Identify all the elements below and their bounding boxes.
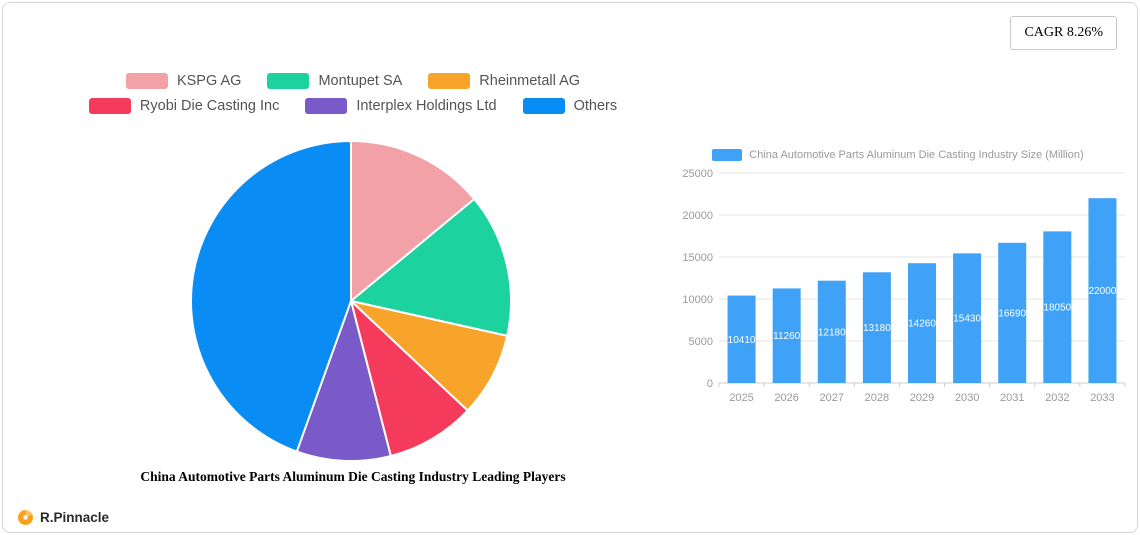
legend-label: Ryobi Die Casting Inc <box>139 98 280 114</box>
bar-2031[interactable] <box>998 242 1027 383</box>
bar-2033[interactable] <box>1088 198 1117 383</box>
legend-swatch <box>88 98 131 114</box>
y-tick-label: 5000 <box>689 336 713 348</box>
brand-name: R.Pinnacle <box>40 510 110 525</box>
bar-value-label: 22000 <box>1089 286 1117 297</box>
legend-swatch <box>428 73 471 89</box>
pie-chart-title: China Automotive Parts Aluminum Die Cast… <box>140 469 566 484</box>
bar-value-label: 13180 <box>863 323 891 334</box>
bar-legend[interactable]: China Automotive Parts Aluminum Die Cast… <box>663 149 1133 161</box>
legend-label: Montupet SA <box>318 73 403 89</box>
y-tick-label: 15000 <box>682 252 713 264</box>
pie-legend: KSPG AG Montupet SA Rheinmetall AG Ryobi Di… <box>13 73 693 114</box>
y-tick-label: 20000 <box>682 210 713 222</box>
legend-swatch <box>267 73 310 89</box>
brand-logo: R.Pinnacle <box>17 509 109 526</box>
x-tick-label: 2031 <box>1000 392 1024 404</box>
bar-2029[interactable] <box>908 263 936 383</box>
legend-swatch <box>125 73 168 89</box>
legend-label: Others <box>573 98 618 114</box>
bar-value-label: 10410 <box>728 335 756 346</box>
pie-slice-kspg-ag[interactable] <box>350 140 476 302</box>
bar-chart[interactable]: 0 5000 10000 15000 20000 25000 10410 2025 11260 2… <box>663 165 1133 415</box>
bar-2030[interactable] <box>953 253 982 383</box>
y-tick-label: 10000 <box>682 294 713 306</box>
x-tick-label: 2030 <box>955 392 979 404</box>
pie-slice-rheinmetall-ag[interactable] <box>350 300 509 412</box>
legend-label: KSPG AG <box>176 73 242 89</box>
pie-chart[interactable] <box>181 131 521 471</box>
bar-value-label: 15430 <box>953 314 981 325</box>
bar-value-label: 14260 <box>908 319 936 330</box>
legend-item-montupet-sa[interactable]: Montupet SA <box>267 73 402 89</box>
cagr-badge: CAGR 8.26% <box>1010 16 1117 50</box>
legend-item-kspg-ag[interactable]: KSPG AG <box>125 73 242 89</box>
y-tick-label: 0 <box>707 378 713 390</box>
pie-slice-others[interactable] <box>190 140 352 453</box>
x-tick-label: 2026 <box>774 392 798 404</box>
bar-legend-label: China Automotive Parts Aluminum Die Cast… <box>749 149 1084 161</box>
x-tick-label: 2027 <box>820 392 844 404</box>
legend-label: Interplex Holdings Ltd <box>356 98 497 114</box>
legend-item-ryobi-die-casting-inc[interactable]: Ryobi Die Casting Inc <box>88 98 280 114</box>
pie-slice-interplex-holdings-ltd[interactable] <box>295 300 392 462</box>
x-tick-label: 2033 <box>1090 392 1114 404</box>
bar-value-label: 18050 <box>1043 303 1071 314</box>
x-tick-label: 2028 <box>865 392 889 404</box>
legend-row: KSPG AG Montupet SA Rheinmetall AG <box>13 73 693 89</box>
pie-slice-ryobi-die-casting-inc[interactable] <box>350 300 469 457</box>
bar-2025[interactable] <box>727 295 756 383</box>
bar-2028[interactable] <box>862 272 891 383</box>
y-tick-label: 25000 <box>682 168 713 180</box>
legend-item-others[interactable]: Others <box>522 98 618 114</box>
bar-value-label: 11260 <box>773 331 801 342</box>
bar-value-label: 16690 <box>998 308 1026 319</box>
legend-row: Ryobi Die Casting Inc Interplex Holdings … <box>13 98 693 114</box>
bar-value-label: 12180 <box>818 327 846 338</box>
brand-icon <box>18 510 33 525</box>
bar-2032[interactable] <box>1043 231 1072 383</box>
bar-legend-swatch <box>712 149 743 161</box>
bar-2027[interactable] <box>817 280 846 383</box>
x-tick-label: 2029 <box>910 392 934 404</box>
x-tick-label: 2025 <box>729 392 753 404</box>
pie-slice-montupet-sa[interactable] <box>350 198 512 337</box>
legend-label: Rheinmetall AG <box>479 73 581 89</box>
legend-item-interplex-holdings-ltd[interactable]: Interplex Holdings Ltd <box>305 98 497 114</box>
legend-swatch <box>522 98 565 114</box>
bar-2026[interactable] <box>772 288 801 383</box>
x-tick-label: 2032 <box>1045 392 1069 404</box>
legend-item-rheinmetall-ag[interactable]: Rheinmetall AG <box>428 73 580 89</box>
legend-swatch <box>305 98 348 114</box>
